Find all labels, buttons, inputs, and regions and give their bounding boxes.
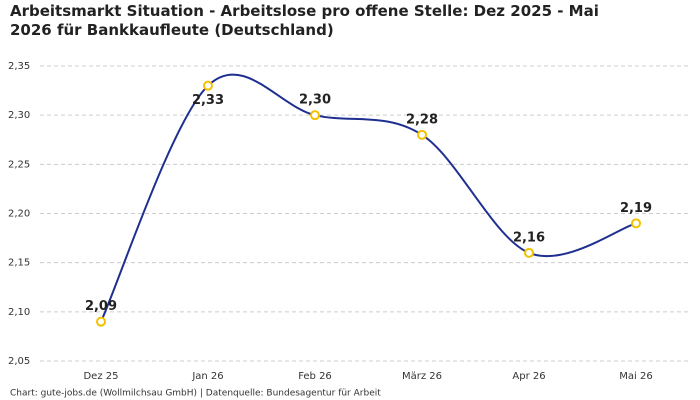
value-label: 2,16 xyxy=(513,230,545,245)
y-tick-label: 2,30 xyxy=(8,110,30,121)
y-tick-label: 2,15 xyxy=(8,258,30,269)
value-label: 2,19 xyxy=(620,201,652,216)
marker xyxy=(203,80,213,91)
y-tick-label: 2,25 xyxy=(8,159,30,170)
marker xyxy=(310,110,320,121)
source: Chart: gute-jobs.de (Wollmilchsau GmbH) … xyxy=(10,389,381,399)
x-tick-label: Feb 26 xyxy=(298,371,332,382)
value-label: 2,28 xyxy=(406,112,438,127)
x-tick-label: Mai 26 xyxy=(619,371,652,382)
x-tick-label: Jan 26 xyxy=(191,371,223,382)
line xyxy=(100,73,637,323)
y-tick-label: 2,20 xyxy=(8,209,30,220)
y-tick-label: 2,35 xyxy=(8,61,30,72)
x-tick-label: März 26 xyxy=(402,371,442,382)
value-label: 2,33 xyxy=(192,93,224,108)
chart-title: Arbeitsmarkt Situation - Arbeitslose pro… xyxy=(10,2,599,39)
value-label: 2,09 xyxy=(85,299,117,314)
x-tick-label: Apr 26 xyxy=(512,371,545,382)
marker xyxy=(524,247,534,258)
y-tick-label: 2,10 xyxy=(8,307,30,318)
value-label: 2,30 xyxy=(299,93,331,108)
y-tick-label: 2,05 xyxy=(8,356,30,367)
x-tick-label: Dez 25 xyxy=(83,371,118,382)
marker xyxy=(96,316,106,327)
marker xyxy=(631,218,641,229)
marker xyxy=(417,129,427,140)
